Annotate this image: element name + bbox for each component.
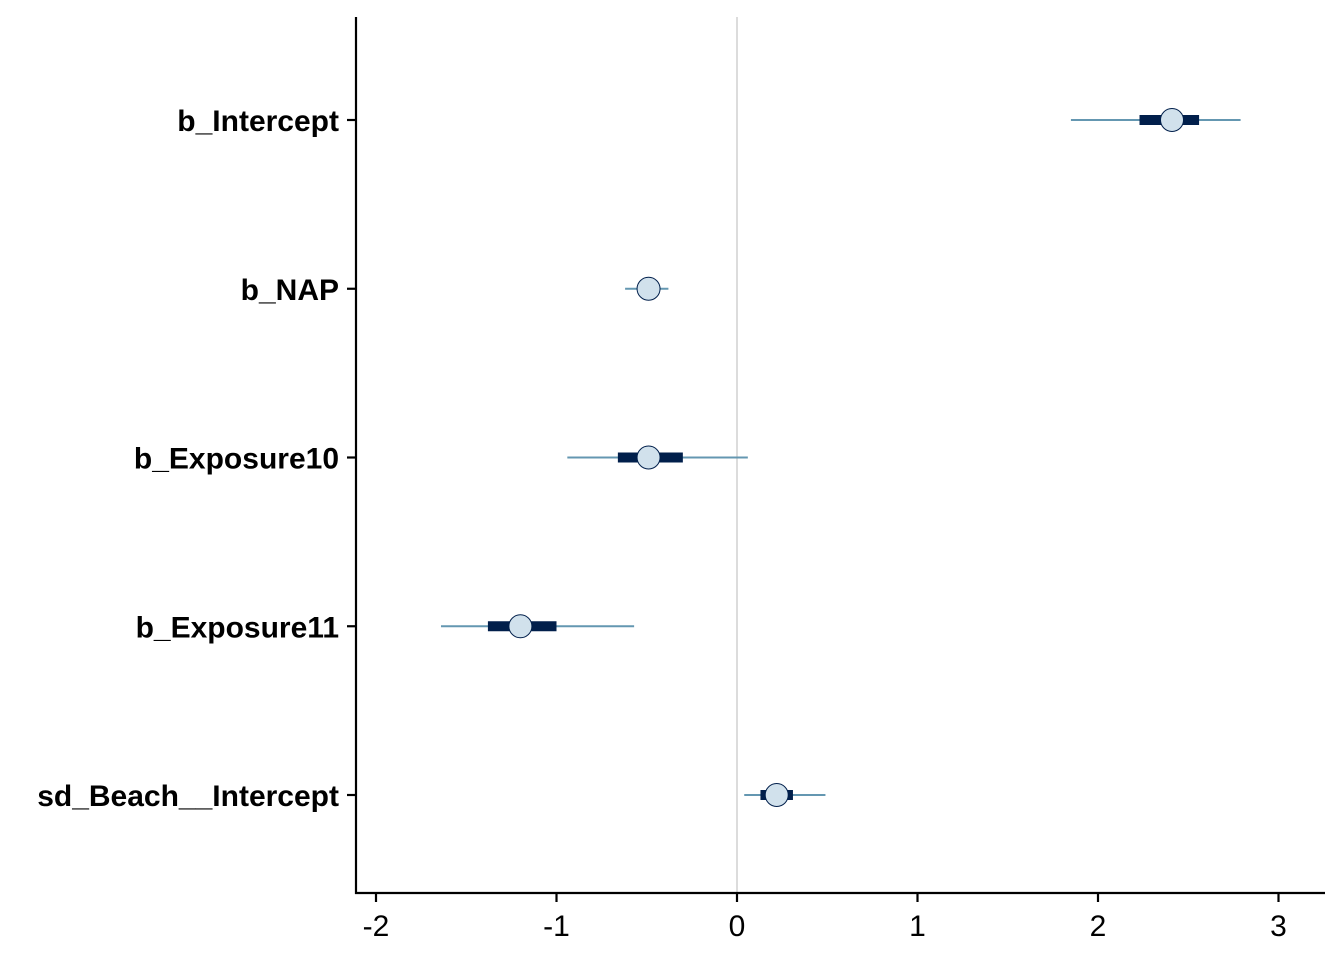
x-tick-label: 3: [1270, 910, 1287, 943]
point-estimate: [508, 614, 533, 639]
x-tick-label: 1: [909, 910, 926, 943]
point-estimate: [1160, 108, 1185, 132]
y-tick-label: b_Exposure11: [136, 611, 339, 644]
axis-labels: -2 -1 0 1 2 3 b_Intercept b_NAP b_Exposure10 b_Ex…: [37, 105, 1287, 943]
point-estimate: [764, 783, 789, 807]
y-tick-label: b_NAP: [241, 274, 339, 307]
x-tick-label: 2: [1090, 910, 1107, 943]
x-tick-label: -1: [543, 910, 570, 943]
x-tick-label: -2: [363, 910, 390, 943]
y-tick-label: b_Intercept: [177, 105, 339, 138]
point-estimate: [636, 445, 661, 470]
x-tick-label: 0: [729, 910, 746, 943]
axes: [347, 17, 1325, 902]
point-estimate: [636, 276, 661, 301]
y-tick-label: sd_Beach__Intercept: [37, 780, 339, 813]
interval-marks: [440, 108, 1241, 807]
y-tick-label: b_Exposure10: [134, 443, 339, 476]
